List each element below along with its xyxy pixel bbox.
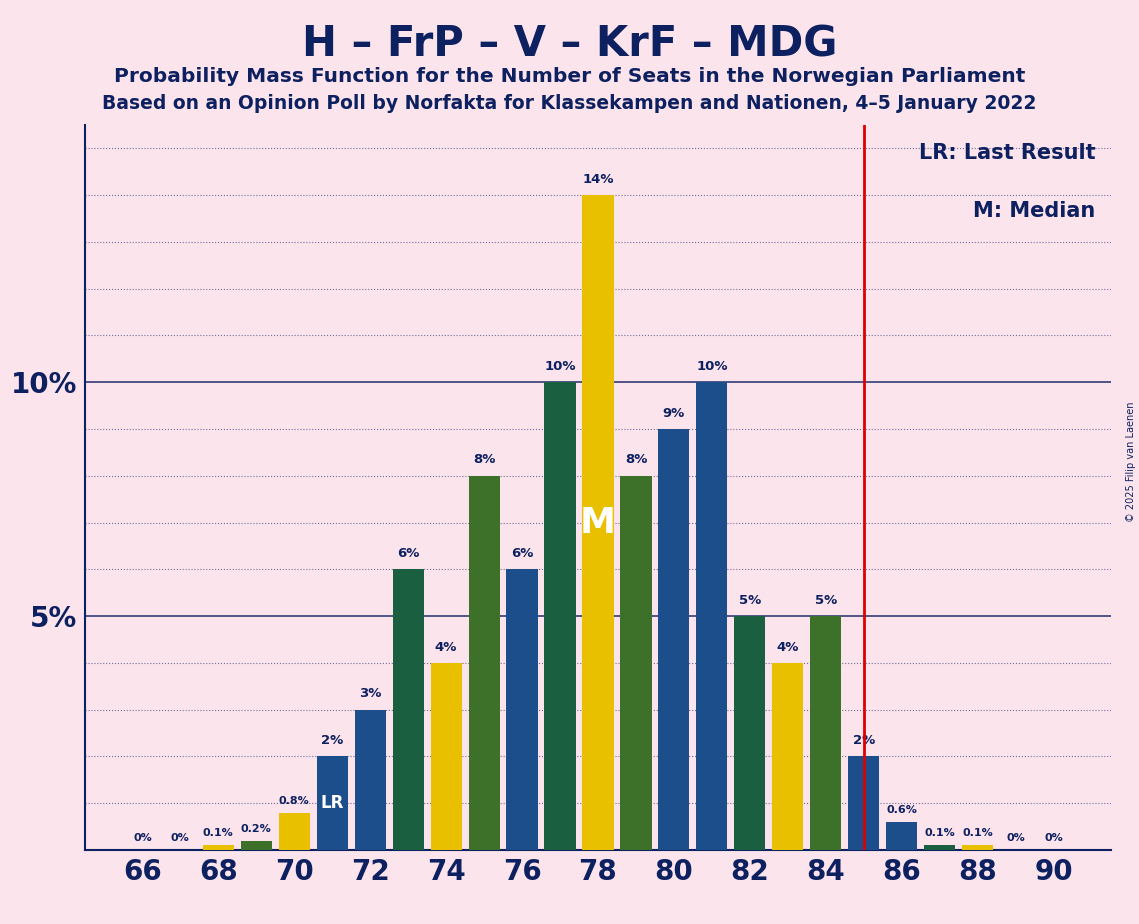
Bar <box>886 822 917 850</box>
Bar <box>658 429 689 850</box>
Text: 8%: 8% <box>473 454 495 467</box>
Bar <box>240 841 272 850</box>
Text: 4%: 4% <box>777 640 798 653</box>
Text: LR: Last Result: LR: Last Result <box>918 143 1096 163</box>
Text: 0.1%: 0.1% <box>925 829 954 838</box>
Bar <box>696 383 728 850</box>
Text: 8%: 8% <box>625 454 647 467</box>
Bar <box>924 845 956 850</box>
Bar <box>317 757 347 850</box>
Bar <box>772 663 803 850</box>
Text: 0.1%: 0.1% <box>203 829 233 838</box>
Text: 0%: 0% <box>133 833 151 843</box>
Text: 5%: 5% <box>739 594 761 607</box>
Text: 5%: 5% <box>814 594 837 607</box>
Bar <box>507 569 538 850</box>
Text: © 2025 Filip van Laenen: © 2025 Filip van Laenen <box>1126 402 1136 522</box>
Text: LR: LR <box>320 795 344 812</box>
Text: 10%: 10% <box>544 359 575 372</box>
Text: Based on an Opinion Poll by Norfakta for Klassekampen and Nationen, 4–5 January : Based on an Opinion Poll by Norfakta for… <box>103 94 1036 114</box>
Text: 0.8%: 0.8% <box>279 796 310 806</box>
Text: 0%: 0% <box>171 833 190 843</box>
Text: 6%: 6% <box>398 547 419 560</box>
Text: M: M <box>580 505 616 540</box>
Bar <box>962 845 993 850</box>
Bar <box>354 710 386 850</box>
Bar <box>582 195 614 850</box>
Text: 0.6%: 0.6% <box>886 805 917 815</box>
Bar <box>621 476 652 850</box>
Bar <box>735 616 765 850</box>
Bar <box>393 569 424 850</box>
Text: 2%: 2% <box>321 735 343 748</box>
Text: 0%: 0% <box>1044 833 1063 843</box>
Text: 3%: 3% <box>359 687 382 700</box>
Bar <box>279 812 310 850</box>
Bar <box>810 616 842 850</box>
Text: 0.2%: 0.2% <box>241 823 271 833</box>
Bar <box>468 476 500 850</box>
Text: 2%: 2% <box>853 735 875 748</box>
Text: 14%: 14% <box>582 173 614 186</box>
Text: 0%: 0% <box>1006 833 1025 843</box>
Text: 0.1%: 0.1% <box>962 829 993 838</box>
Text: 4%: 4% <box>435 640 457 653</box>
Bar <box>544 383 575 850</box>
Text: Probability Mass Function for the Number of Seats in the Norwegian Parliament: Probability Mass Function for the Number… <box>114 67 1025 86</box>
Text: M: Median: M: Median <box>973 201 1096 221</box>
Text: 6%: 6% <box>511 547 533 560</box>
Bar <box>431 663 461 850</box>
Text: 9%: 9% <box>663 407 685 419</box>
Bar <box>203 845 233 850</box>
Text: 10%: 10% <box>696 359 728 372</box>
Text: H – FrP – V – KrF – MDG: H – FrP – V – KrF – MDG <box>302 23 837 65</box>
Bar <box>849 757 879 850</box>
